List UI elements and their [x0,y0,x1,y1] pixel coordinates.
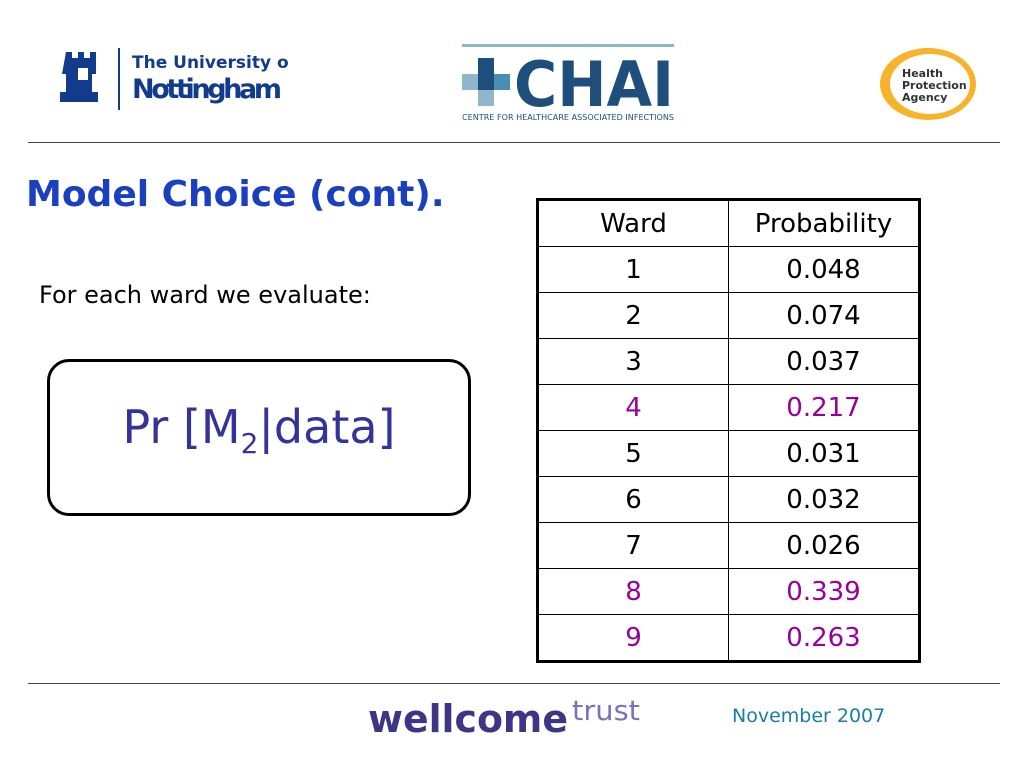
logo-text: Protection [902,79,967,92]
probability-cell: 0.217 [728,384,920,431]
wellcome-logo: wellcome trust [368,694,640,741]
table-row: 7 0.026 [537,522,920,569]
logo-text: Agency [902,91,947,104]
ward-cell: 6 [537,476,729,523]
logo-text: CHAI [514,48,674,121]
formula-text: Pr [M [122,400,241,454]
table-row: 8 0.339 [537,568,920,615]
logo-text: The University of [132,53,288,73]
intro-text: For each ward we evaluate: [39,281,371,309]
probability-cell: 0.031 [728,430,920,477]
table-row: 4 0.217 [537,384,920,431]
logo-text: wellcome [368,697,568,741]
header-cell: Probability [728,199,920,247]
logo-text: Nottingham [132,74,282,105]
table-row: 2 0.074 [537,292,920,339]
probability-cell: 0.074 [728,292,920,339]
ward-cell: 2 [537,292,729,339]
logo-text: trust [572,694,640,727]
probability-cell: 0.048 [728,246,920,293]
formula-subscript: 2 [240,427,259,460]
header-rule [28,142,1000,143]
probability-cell: 0.339 [728,568,920,615]
ward-cell: 5 [537,430,729,477]
logo-text: Health [902,67,943,80]
table-row: 1 0.048 [537,246,920,293]
hpa-logo: Health Protection Agency [880,48,976,120]
formula-box [47,359,471,516]
nottingham-logo: The University of Nottingham [60,48,288,110]
probability-table: Ward Probability 1 0.048 2 0.074 3 0.037 4 0.217 5… [536,198,921,663]
footer-rule [28,683,1000,684]
probability-cell: 0.263 [728,614,920,662]
footer-date: November 2007 [732,705,886,727]
ward-cell: 9 [537,614,729,662]
slide-title: Model Choice (cont). [26,174,445,215]
formula-text: |data] [258,400,396,454]
chai-logo: CHAI CENTRE FOR HEALTHCARE ASSOCIATED IN… [462,44,674,122]
ward-cell: 7 [537,522,729,569]
header-cell: Ward [537,199,729,247]
table-row: 6 0.032 [537,476,920,523]
table-header-row: Ward Probability [537,199,920,247]
ward-cell: 1 [537,246,729,293]
ward-cell: 8 [537,568,729,615]
logo-text: CENTRE FOR HEALTHCARE ASSOCIATED INFECTI… [462,113,674,122]
probability-cell: 0.037 [728,338,920,385]
probability-cell: 0.026 [728,522,920,569]
table-row: 3 0.037 [537,338,920,385]
ward-cell: 4 [537,384,729,431]
table-row: 9 0.263 [537,614,920,662]
ward-cell: 3 [537,338,729,385]
table-row: 5 0.031 [537,430,920,477]
formula: Pr [M2|data] [50,400,468,460]
probability-cell: 0.032 [728,476,920,523]
